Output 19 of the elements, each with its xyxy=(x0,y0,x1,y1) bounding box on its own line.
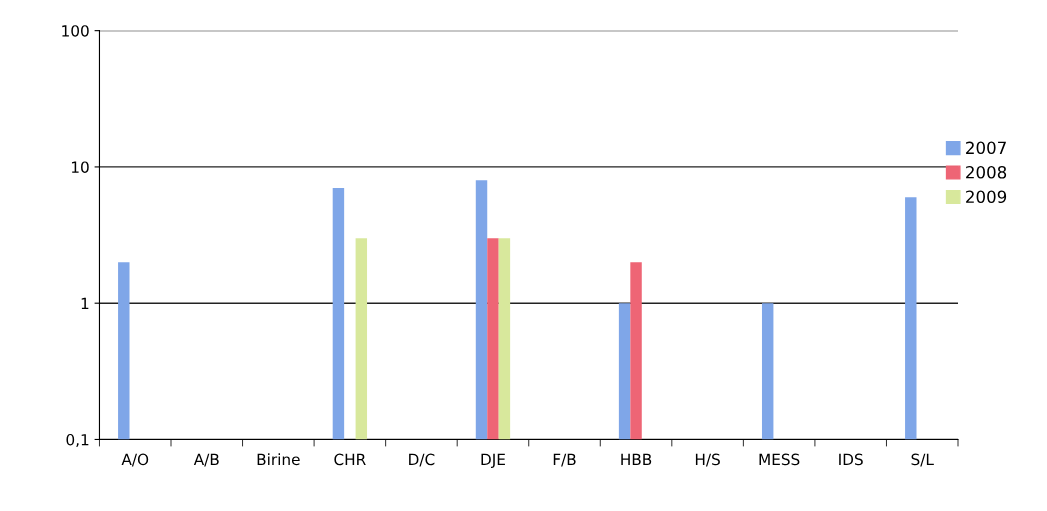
legend-label: 2008 xyxy=(966,165,1007,179)
x-tick-label: D/C xyxy=(409,453,435,467)
x-tick-label: HBB xyxy=(621,453,652,465)
x-tick-label: CHR xyxy=(334,453,366,466)
x-tick-label: A/B xyxy=(193,453,219,467)
legend-label: 2007 xyxy=(966,141,1006,155)
x-tick-label: MESS xyxy=(759,453,800,466)
x-tick-label: Birine xyxy=(257,453,300,466)
y-tick-label: 10 xyxy=(71,161,89,173)
y-tick-label: 100 xyxy=(62,25,89,37)
x-tick-label: H/S xyxy=(695,453,720,467)
x-tick-label: F/B xyxy=(553,453,576,467)
y-tick-label: 1 xyxy=(81,297,89,309)
x-tick-label: A/O xyxy=(121,453,149,467)
x-tick-label: DJE xyxy=(481,453,505,469)
legend-label: 2009 xyxy=(966,190,1007,204)
y-tick-label: 0,1 xyxy=(66,433,89,448)
x-tick-label: IDS xyxy=(839,453,863,466)
x-tick-label: S/L xyxy=(911,453,934,467)
